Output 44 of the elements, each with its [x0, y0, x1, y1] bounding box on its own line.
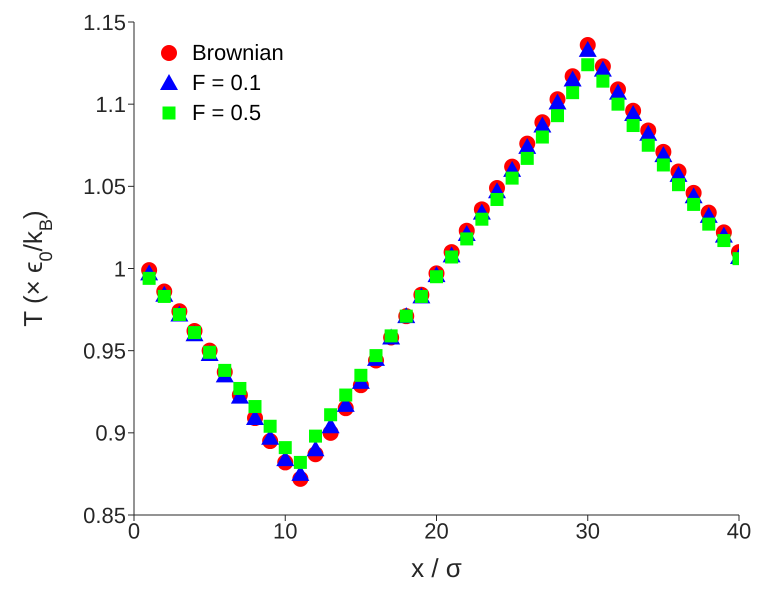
point	[490, 192, 504, 206]
y-tick-label: 0.95	[83, 338, 126, 364]
x-tick-label: 20	[424, 518, 449, 544]
x-tick-label: 10	[273, 518, 298, 544]
x-tick-label: 40	[726, 518, 752, 544]
point	[475, 212, 488, 226]
y-tick-label: 0.85	[83, 502, 126, 528]
y-tick-label: 0.9	[95, 420, 126, 446]
point	[264, 420, 277, 433]
x-tick-label: 30	[576, 518, 600, 544]
point	[309, 430, 322, 443]
point	[294, 456, 307, 469]
point	[506, 172, 519, 185]
x-axis-title: x / σ	[411, 553, 462, 583]
point	[233, 382, 246, 395]
point	[278, 441, 292, 454]
point	[626, 119, 640, 132]
y-tick-label: 1	[114, 256, 126, 282]
point	[566, 86, 580, 100]
point	[642, 138, 655, 152]
point	[536, 130, 549, 144]
point	[551, 109, 564, 122]
point	[520, 152, 534, 165]
point	[248, 400, 262, 414]
point	[656, 158, 670, 172]
point	[324, 408, 338, 422]
point	[596, 74, 610, 88]
legend-label: Brownian	[192, 40, 284, 66]
legend-label: F = 0.5	[192, 100, 262, 126]
point	[702, 218, 716, 231]
point	[354, 368, 368, 382]
point	[370, 349, 382, 362]
y-tick-label: 1.05	[83, 174, 126, 200]
x-tick-label: 0	[128, 518, 140, 544]
point	[218, 364, 232, 377]
point	[612, 98, 624, 111]
y-tick-label: 1.1	[95, 92, 126, 117]
point	[687, 198, 700, 211]
point	[339, 388, 352, 402]
point	[581, 58, 594, 72]
point	[578, 40, 597, 57]
legend-label: F = 0.1	[192, 70, 262, 96]
y-tick-label: 1.15	[83, 10, 126, 35]
point	[672, 178, 685, 192]
